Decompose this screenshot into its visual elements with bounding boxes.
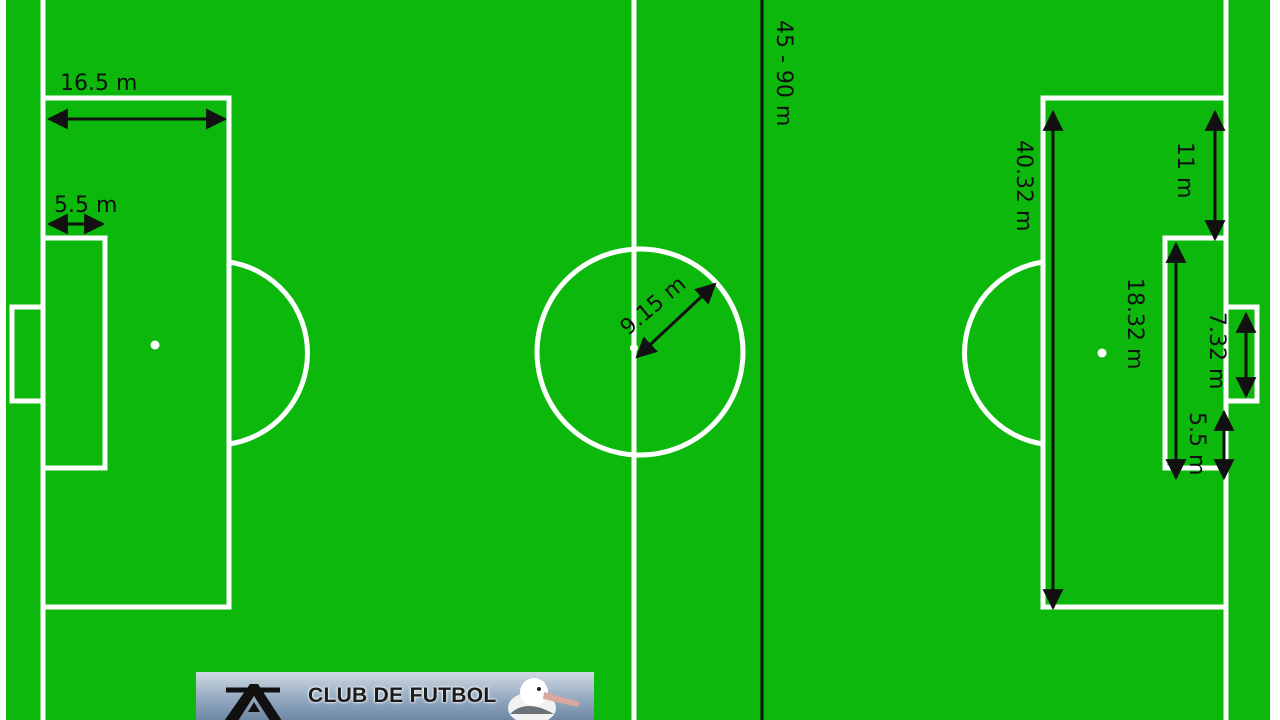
label-goal-area-width: 18.32 m [1122, 278, 1147, 369]
dimension-arrows [46, 108, 1257, 611]
left-penalty-area [43, 95, 232, 610]
left-goal-area [43, 235, 108, 471]
right-goal [1226, 304, 1260, 404]
label-penalty-width: 40.32 m [1011, 140, 1036, 231]
label-field-width: 45 - 90 m [771, 20, 796, 126]
left-goal [9, 304, 43, 404]
label-goal-area-depth-right: 5.5 m [1184, 412, 1209, 475]
field-markings [9, 0, 1260, 720]
right-penalty-arc [962, 259, 1044, 447]
club-banner: CLUB DE FUTBOL [196, 672, 594, 720]
center-circle [534, 246, 746, 458]
right-penalty-spot [1097, 348, 1107, 358]
arrow-circle-radius [635, 282, 717, 359]
label-goal-area-depth-left: 5.5 m [54, 193, 117, 218]
albatross-icon [508, 678, 580, 720]
center-spot [630, 344, 638, 352]
label-penalty-spot: 11 m [1172, 142, 1197, 198]
club-emblem-icon [224, 684, 282, 720]
right-goal-area [1162, 235, 1226, 471]
label-penalty-depth: 16.5 m [60, 71, 137, 96]
banner-title: CLUB DE FUTBOL [308, 684, 497, 707]
left-penalty-arc [228, 259, 310, 447]
label-goal-width: 7.32 m [1204, 312, 1229, 389]
grass [6, 0, 1270, 720]
left-penalty-spot [150, 340, 160, 350]
